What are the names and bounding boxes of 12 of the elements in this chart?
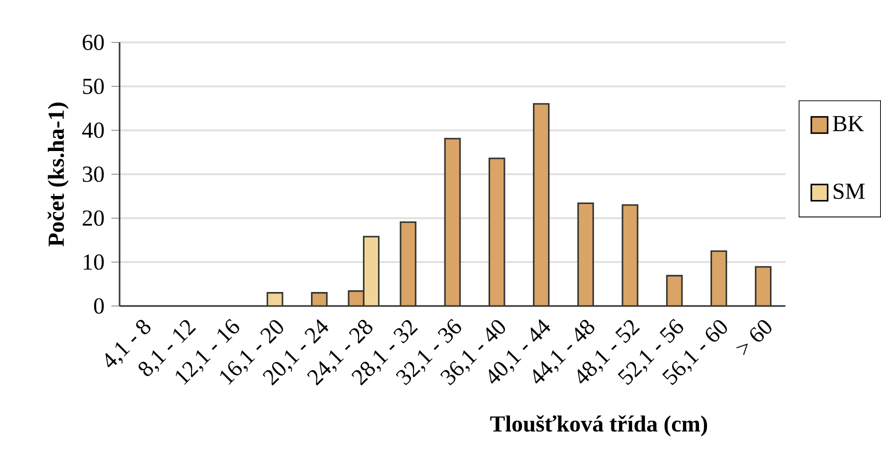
x-axis-title: Tloušťková třída (cm) (490, 415, 708, 436)
y-tick-label: 50 (83, 78, 104, 94)
y-tick-label: 40 (82, 122, 104, 138)
y-tick-label: 30 (82, 166, 104, 182)
legend-label: BK (832, 116, 864, 132)
y-tick-label: 0 (94, 298, 104, 314)
y-tick-label: 60 (82, 34, 104, 50)
y-axis-title: Počet (ks.ha-1) (48, 102, 69, 247)
y-tick-label: 20 (82, 210, 104, 226)
x-tick-label: > 60 (736, 320, 772, 356)
legend-label: SM (834, 184, 865, 200)
y-tick-label: 10 (84, 254, 104, 270)
